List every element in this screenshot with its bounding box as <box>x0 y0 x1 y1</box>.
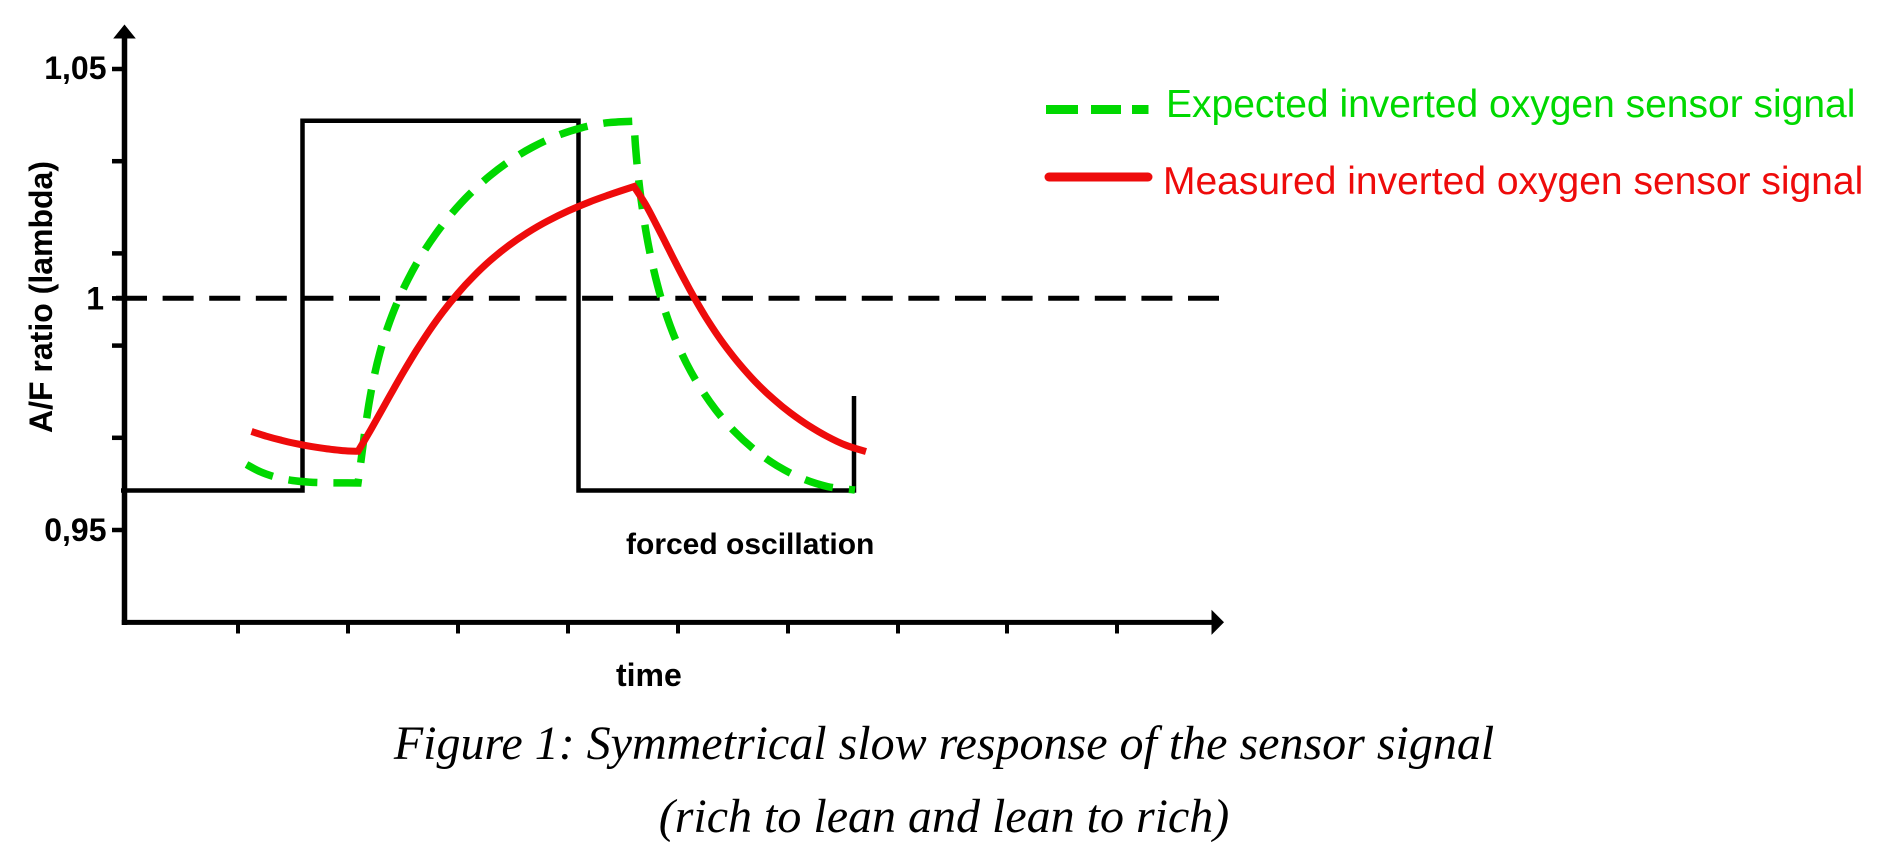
svg-text:A/F ratio (lambda): A/F ratio (lambda) <box>23 161 59 433</box>
svg-text:forced oscillation: forced oscillation <box>626 528 874 561</box>
svg-text:Measured inverted oxygen senso: Measured inverted oxygen sensor signal <box>1163 160 1863 203</box>
svg-text:1: 1 <box>86 280 104 316</box>
svg-text:time: time <box>616 657 682 693</box>
svg-text:Expected inverted oxygen senso: Expected inverted oxygen sensor signal <box>1166 83 1855 126</box>
svg-text:(rich to lean and lean to rich: (rich to lean and lean to rich) <box>659 790 1230 843</box>
svg-text:Figure 1: Symmetrical slow res: Figure 1: Symmetrical slow response of t… <box>393 717 1494 770</box>
svg-text:1,05: 1,05 <box>44 50 106 86</box>
svg-text:0,95: 0,95 <box>44 512 106 548</box>
